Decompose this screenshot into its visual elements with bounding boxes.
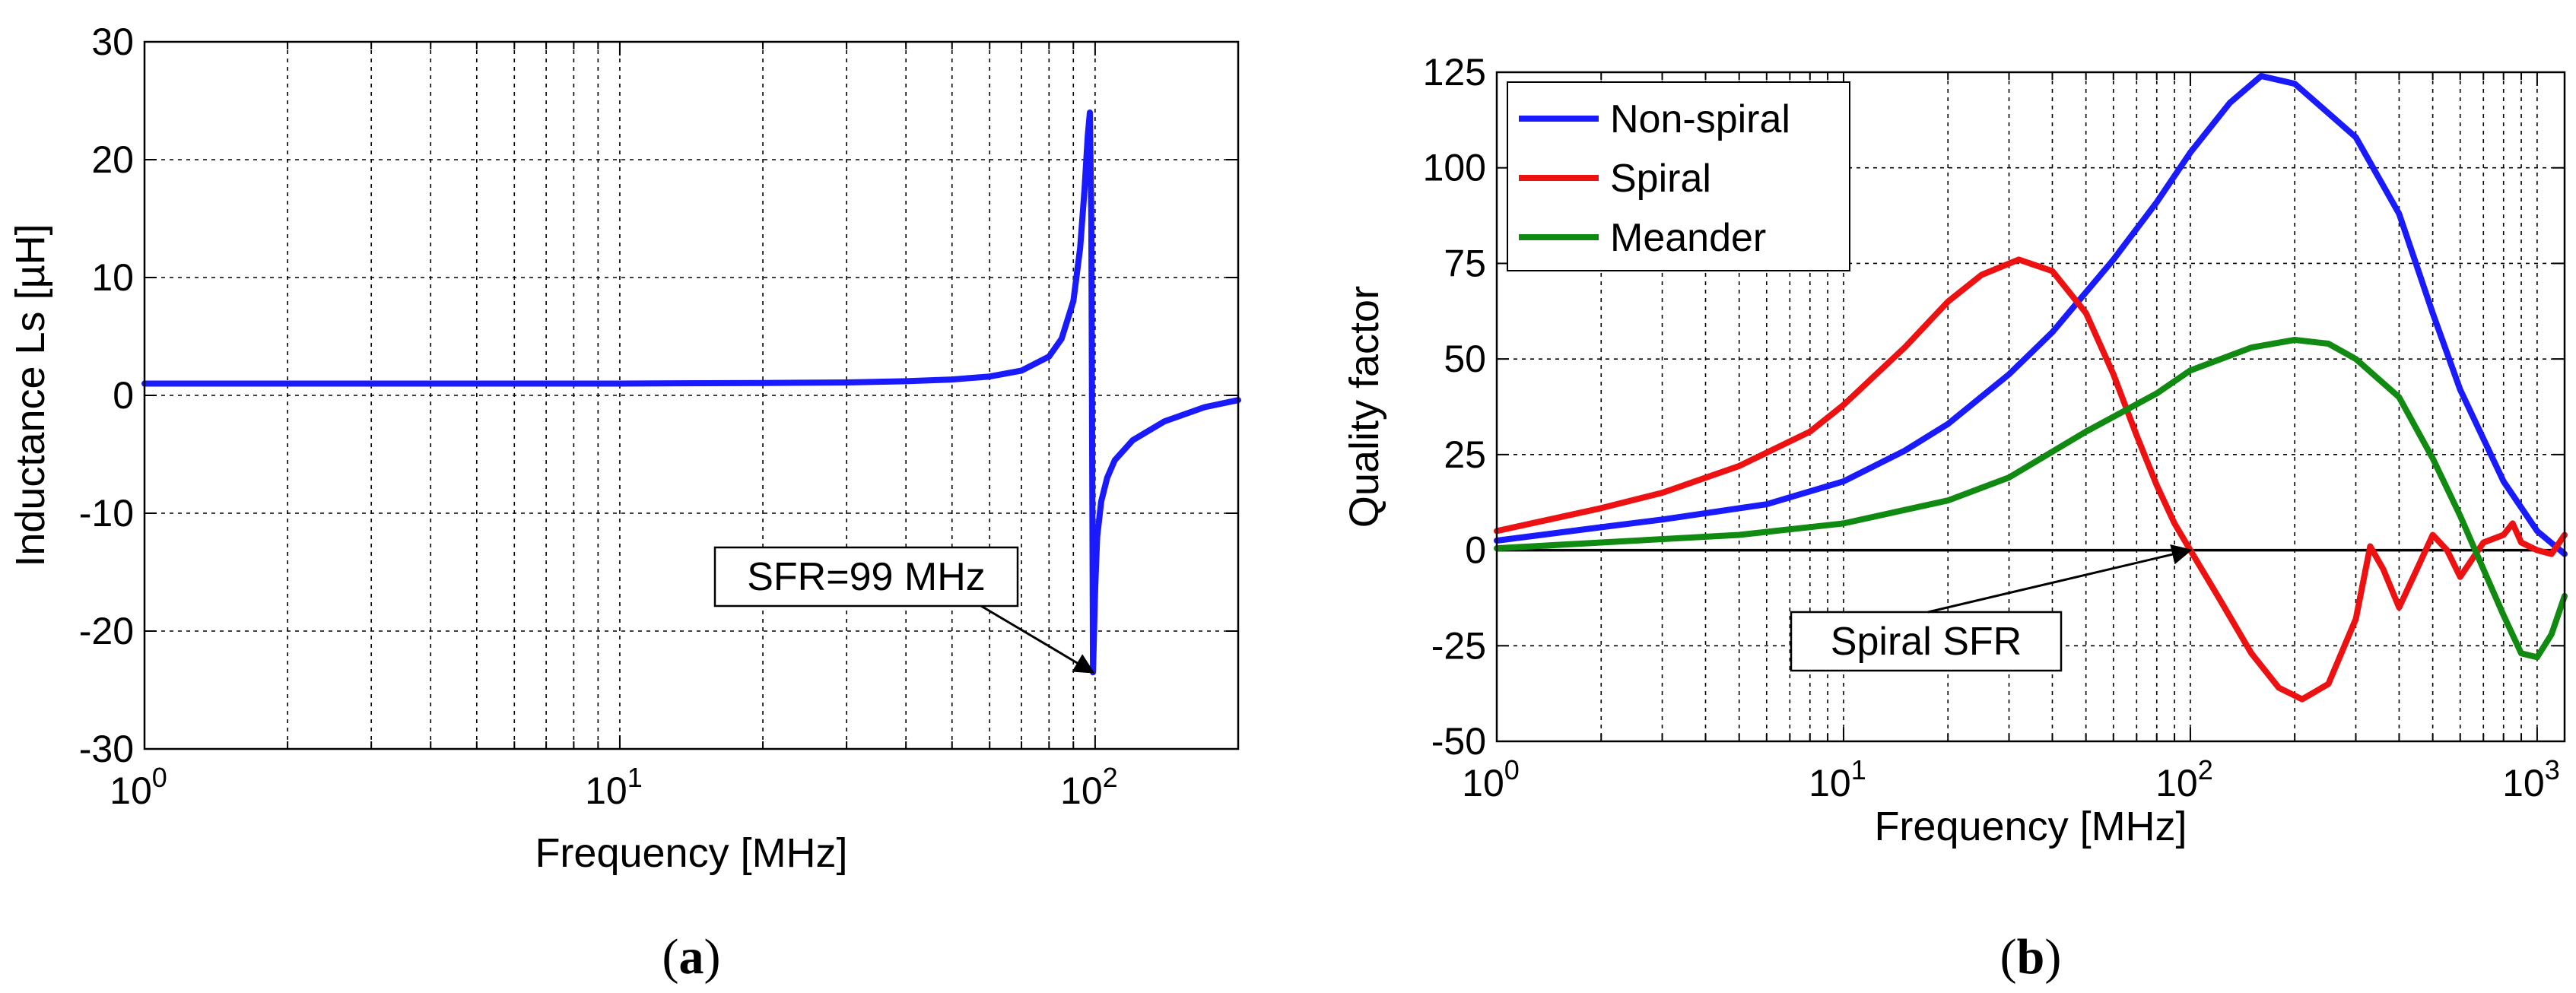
series-line-non-spiral (1494, 73, 2568, 557)
y-tick-label: 125 (1423, 51, 1486, 94)
x-tick-base: 10 (2155, 762, 2198, 804)
y-tick-label: -10 (79, 492, 134, 535)
y-tick-label: 75 (1444, 242, 1486, 284)
series-line-meander (1494, 337, 2568, 661)
x-axis-label: Frequency [MHz] (1874, 804, 2187, 849)
annotation-label: Spiral SFR (1831, 620, 2022, 664)
panel-caption-part: ) (2044, 929, 2061, 985)
x-tick-base: 10 (110, 769, 152, 812)
y-axis-label: Quality factor (1342, 286, 1387, 528)
series-line-spiral (1494, 256, 2568, 703)
panel-caption-part: ( (2000, 929, 2017, 985)
y-tick-label: -20 (79, 610, 134, 652)
x-axis-label: Frequency [MHz] (535, 830, 847, 876)
panel-caption-part: ) (704, 929, 721, 985)
y-tick-label: 0 (113, 374, 134, 417)
x-tick-exponent: 2 (2198, 754, 2213, 785)
y-tick-label: -25 (1431, 624, 1486, 667)
axes-box (1495, 71, 2566, 743)
y-tick-label: -30 (79, 728, 134, 770)
axes-box (143, 40, 1240, 750)
x-tick-exponent: 3 (2545, 754, 2560, 785)
panel-caption: (b) (2000, 929, 2062, 985)
x-tick-exponent: 1 (1851, 754, 1866, 785)
annotation-box (713, 546, 1019, 608)
x-tick-label: 101 (585, 762, 643, 812)
x-tick-label: 101 (1809, 754, 1866, 804)
annotation-arrow (1927, 544, 2193, 614)
x-tick-label: 100 (110, 762, 167, 812)
panel-caption-part: ( (662, 929, 679, 985)
x-tick-base: 10 (2502, 762, 2545, 804)
y-tick-label: 10 (91, 256, 134, 299)
y-tick-label: -50 (1431, 720, 1486, 763)
y-tick-label: 100 (1423, 147, 1486, 189)
legend-label: Non-spiral (1610, 97, 1790, 141)
y-tick-label: 30 (91, 21, 134, 63)
x-tick-exponent: 0 (1504, 754, 1520, 785)
legend-label: Meander (1610, 216, 1766, 260)
legend-label: Spiral (1610, 157, 1711, 201)
panel-caption-part: a (679, 929, 704, 985)
panel-caption-part: b (2017, 929, 2045, 985)
x-tick-base: 10 (1462, 762, 1504, 804)
x-tick-label: 102 (1060, 762, 1118, 812)
x-tick-exponent: 2 (1103, 762, 1118, 793)
y-tick-label: 0 (1465, 529, 1486, 572)
panel-caption: (a) (662, 929, 721, 985)
y-tick-label: 25 (1444, 433, 1486, 476)
y-tick-label: 20 (91, 138, 134, 181)
annotation-label: SFR=99 MHz (747, 555, 986, 599)
x-tick-base: 10 (585, 769, 627, 812)
x-tick-base: 10 (1809, 762, 1851, 804)
series-line-inductance (141, 109, 1241, 676)
x-tick-exponent: 1 (627, 762, 643, 793)
annotation-box (1790, 611, 2063, 672)
y-axis-label: Inductance Ls [µH] (8, 224, 53, 566)
x-tick-base: 10 (1060, 769, 1103, 812)
x-tick-label: 102 (2155, 754, 2213, 804)
x-tick-exponent: 0 (152, 762, 167, 793)
x-tick-label: 100 (1462, 754, 1520, 804)
x-tick-label: 103 (2502, 754, 2560, 804)
y-tick-label: 50 (1444, 338, 1486, 380)
annotation-arrow (980, 604, 1095, 674)
